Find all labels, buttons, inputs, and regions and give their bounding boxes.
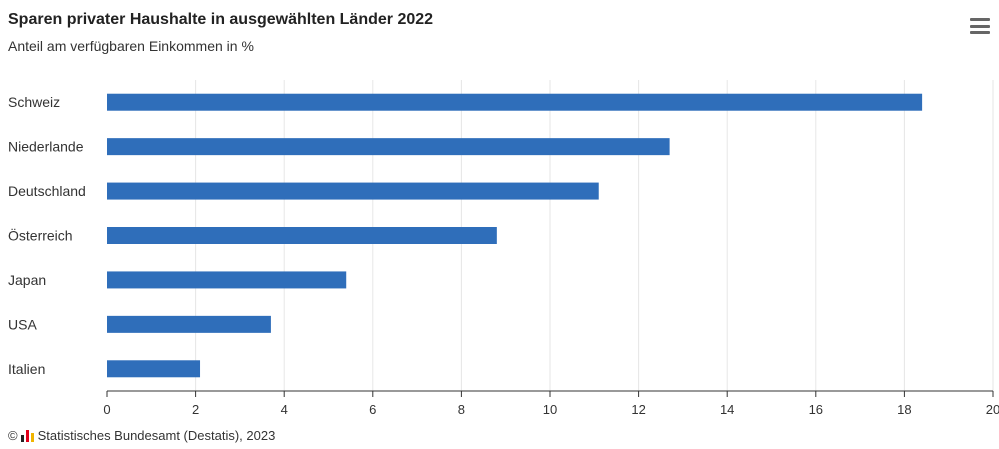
bar[interactable] <box>107 138 670 156</box>
chart-subtitle: Anteil am verfügbaren Einkommen in % <box>8 38 254 54</box>
x-tick-label: 8 <box>458 402 465 417</box>
category-label: Deutschland <box>8 183 86 199</box>
category-label: Japan <box>8 272 46 288</box>
x-tick-label: 6 <box>369 402 376 417</box>
credits-text: Statistisches Bundesamt (Destatis), 2023 <box>37 428 276 443</box>
x-tick-label: 14 <box>720 402 734 417</box>
category-label: Schweiz <box>8 94 60 110</box>
hamburger-menu-icon[interactable] <box>970 18 990 36</box>
x-tick-label: 16 <box>809 402 823 417</box>
category-label: Italien <box>8 361 45 377</box>
destatis-logo-icon <box>20 429 35 442</box>
x-tick-label: 2 <box>192 402 199 417</box>
x-tick-label: 4 <box>281 402 288 417</box>
x-tick-label: 12 <box>631 402 645 417</box>
bar[interactable] <box>107 227 497 244</box>
category-label: Niederlande <box>8 139 84 155</box>
x-tick-label: 18 <box>897 402 911 417</box>
chart-title: Sparen privater Haushalte in ausgewählte… <box>8 11 434 28</box>
bar[interactable] <box>107 182 599 200</box>
category-label: USA <box>8 316 37 332</box>
credits[interactable]: © Statistisches Bundesamt (Destatis), 20… <box>8 428 275 443</box>
bar[interactable] <box>107 360 201 378</box>
x-tick-label: 20 <box>986 402 999 417</box>
bar[interactable] <box>107 271 347 289</box>
x-tick-label: 0 <box>103 402 110 417</box>
x-tick-label: 10 <box>543 402 557 417</box>
bar[interactable] <box>107 93 923 111</box>
category-label: Österreich <box>8 227 73 244</box>
bar[interactable] <box>107 315 271 333</box>
copyright-symbol: © <box>8 428 18 443</box>
